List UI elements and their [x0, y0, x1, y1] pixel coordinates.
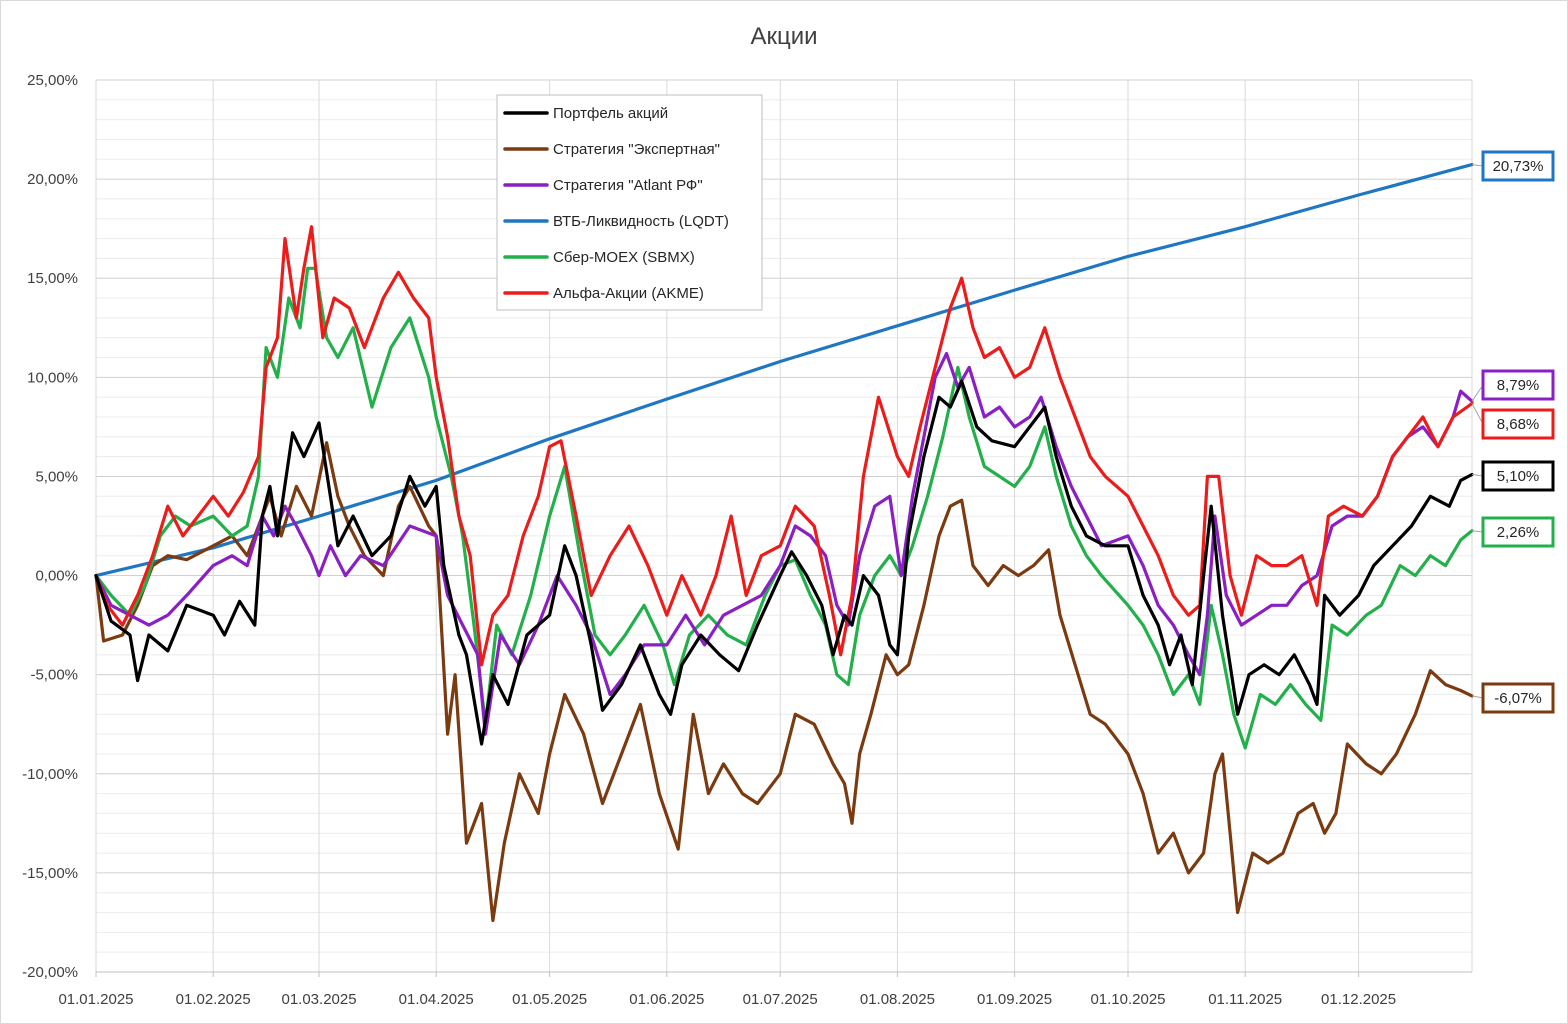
chart-title: Акции	[750, 23, 817, 50]
x-tick-label: 01.12.2025	[1321, 991, 1396, 1008]
end-label-leader	[1471, 473, 1484, 477]
x-tick-label: 01.10.2025	[1090, 991, 1165, 1008]
series-line	[94, 351, 1474, 736]
x-tick-label: 01.04.2025	[399, 991, 474, 1008]
y-tick-label: 15,00%	[27, 270, 78, 287]
legend-label: Стратегия "Экспертная"	[553, 141, 720, 158]
y-tick-label: 0,00%	[35, 568, 78, 585]
y-tick-label: -20,00%	[22, 964, 78, 981]
series-line	[94, 379, 1474, 746]
end-label-box	[1481, 682, 1555, 714]
x-tick-label: 01.07.2025	[743, 991, 818, 1008]
x-tick-label: 01.06.2025	[629, 991, 704, 1008]
end-label-leader	[1471, 530, 1484, 533]
y-tick-label: 25,00%	[27, 72, 78, 89]
end-label-box	[1481, 369, 1555, 401]
end-label-box	[1481, 408, 1555, 440]
legend-label: Портфель акций	[553, 105, 668, 122]
end-label: 5,10%	[1497, 468, 1540, 485]
legend-box	[496, 94, 763, 311]
end-label: -6,07%	[1494, 690, 1542, 707]
end-label-leader	[1471, 403, 1484, 425]
y-tick-label: -5,00%	[30, 667, 78, 684]
y-tick-label: 5,00%	[35, 468, 78, 485]
x-tick-label: 01.05.2025	[512, 991, 587, 1008]
end-label-box	[1481, 460, 1555, 492]
end-label: 8,79%	[1497, 377, 1540, 394]
y-tick-label: -15,00%	[22, 865, 78, 882]
series-lines	[94, 163, 1474, 923]
legend-label: Стратегия "Atlant РФ"	[553, 177, 703, 194]
end-label-box	[1481, 516, 1555, 548]
end-label: 2,26%	[1497, 524, 1540, 541]
y-tick-label: -10,00%	[22, 766, 78, 783]
y-tick-label: 10,00%	[27, 369, 78, 386]
legend-label: ВТБ-Ликвидность (LQDT)	[553, 213, 729, 230]
x-tick-label: 01.02.2025	[176, 991, 251, 1008]
end-labels: 5,10% -6,07% 8,79% 20,73% 2,26% 8,68%	[1471, 150, 1555, 714]
legend-label: Альфа-Акции (AKME)	[553, 285, 704, 302]
y-axis: -20,00% -15,00% -10,00% -5,00% 0,00% 5,00% 10,…	[22, 72, 78, 981]
end-label: 20,73%	[1493, 158, 1544, 175]
y-tick-label: 20,00%	[27, 171, 78, 188]
end-label-leader	[1471, 695, 1484, 699]
x-tick-label: 01.09.2025	[977, 991, 1052, 1008]
series-line	[94, 163, 1474, 578]
legend-label: Сбер-MOEX (SBMX)	[553, 249, 695, 266]
x-axis: 01.01.2025 01.02.2025 01.03.2025 01.04.2025…	[58, 971, 1472, 1008]
end-label-leader	[1471, 384, 1484, 402]
x-tick-label: 01.08.2025	[860, 991, 935, 1008]
series-line	[94, 225, 1474, 667]
end-label: 8,68%	[1497, 416, 1540, 433]
series-line	[94, 441, 1474, 923]
end-label-leader	[1471, 164, 1484, 167]
x-tick-label: 01.03.2025	[281, 991, 356, 1008]
legend: Портфель акций Стратегия "Экспертная" Стра…	[496, 94, 763, 311]
x-tick-label: 01.01.2025	[58, 991, 133, 1008]
end-label-box	[1481, 150, 1555, 182]
x-tick-label: 01.11.2025	[1208, 991, 1282, 1008]
